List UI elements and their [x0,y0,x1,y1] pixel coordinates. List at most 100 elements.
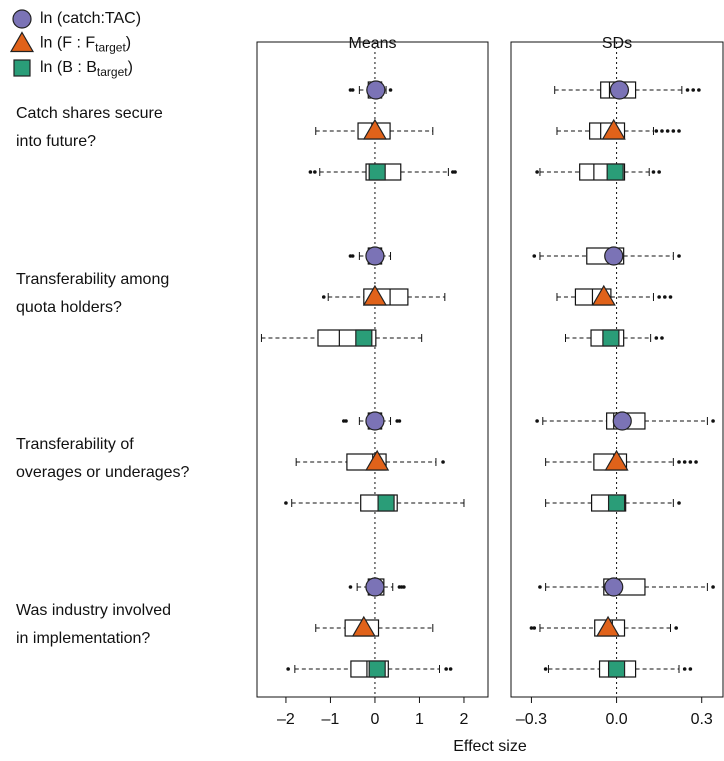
point-marker [365,246,385,266]
outlier [688,460,693,464]
point-marker [366,80,386,100]
outlier [535,419,539,423]
outlier [654,129,659,133]
outlier [402,585,406,589]
x-tick-label: –0.3 [516,711,547,728]
outlier [697,88,701,92]
point-marker [606,163,624,181]
x-tick-label: 2 [460,711,469,728]
point-marker [607,660,626,678]
outlier [663,295,667,299]
outlier [532,254,537,258]
outlier [711,419,715,423]
outlier [660,336,664,340]
legend-name: ln (B : B [40,59,97,76]
outlier [671,129,676,133]
outlier [453,170,457,174]
legend-name: ln (F : F [40,35,95,52]
point-marker [601,118,626,140]
x-tick-label: –1 [322,711,340,728]
group-label: into future? [16,133,96,150]
point-marker [355,329,373,347]
panel-frame [256,41,489,698]
x-tick-label: 0.0 [605,711,627,728]
outlier [344,419,348,423]
point-marker [377,494,395,512]
point-marker [351,615,376,637]
outlier [651,170,656,174]
group-label: Transferability among [16,271,169,288]
outlier [677,254,681,258]
point-marker [604,449,629,471]
group-label: overages or underages? [16,464,190,481]
point-marker [365,411,385,431]
outlier [668,295,673,299]
outlier [441,460,445,464]
outlier [711,585,715,589]
outlier [682,460,687,464]
legend-label: ln (catch:TAC) [40,10,141,27]
outlier [688,667,693,671]
outlier [674,626,678,630]
outlier [654,336,659,340]
legend-name-end: ) [128,59,133,76]
legend-subscript: target [97,65,128,79]
legend-subscript: target [95,41,126,55]
point-marker [612,411,632,431]
outlier [543,667,548,671]
point-marker [368,660,386,678]
outlier [348,585,353,589]
outlier [397,419,402,423]
outlier [677,460,681,464]
outlier [313,170,317,174]
legend-label: ln (F : Ftarget) [40,35,131,55]
outlier [321,295,326,299]
point-marker [607,494,626,512]
group-label: quota holders? [16,299,122,316]
x-tick-label: 0 [370,711,379,728]
point-marker [362,118,387,140]
x-tick-label: 0.3 [691,711,713,728]
outlier [677,129,681,133]
outlier [444,667,448,671]
point-marker [365,449,390,471]
point-marker [13,59,31,77]
x-axis-label: Effect size [453,738,527,755]
outlier [665,129,670,133]
panel-title: Means [348,35,396,52]
outlier [691,88,696,92]
outlier [535,170,539,174]
legend-name: ln (catch:TAC) [40,10,141,27]
outlier [448,667,453,671]
point-marker [609,80,630,100]
outlier [694,460,698,464]
point-marker [12,9,32,29]
outlier [657,170,661,174]
point-marker [368,163,386,181]
x-tick-label: –2 [277,711,295,728]
outlier [388,88,393,92]
outlier [350,254,355,258]
outlier [286,667,290,671]
outlier [657,295,661,299]
point-marker [596,615,621,637]
outlier [685,88,690,92]
outlier [532,626,537,630]
group-label: Transferability of [16,436,134,453]
outlier [284,501,288,505]
point-marker [362,284,387,306]
outlier [350,88,355,92]
outlier [677,501,681,505]
group-label: Was industry involved [16,602,171,619]
point-marker [9,31,35,53]
point-marker [604,246,624,266]
outlier [529,626,534,630]
outlier [682,667,687,671]
outlier [660,129,664,133]
legend-label: ln (B : Btarget) [40,59,133,79]
point-marker [365,577,385,597]
outlier [538,585,542,589]
outlier [308,170,313,174]
point-marker [604,577,624,597]
